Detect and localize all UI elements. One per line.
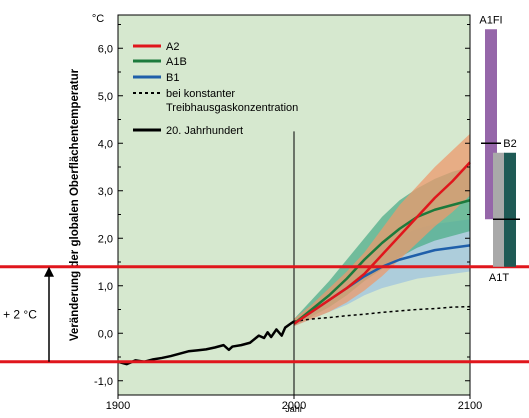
- two-degree-label: + 2 °C: [3, 307, 37, 321]
- scenario-label-a1t: A1T: [489, 272, 509, 284]
- line-a1b: [293, 199, 471, 325]
- band-a2: [294, 133, 470, 327]
- y-axis-label: Veränderung der globalen Oberflächentemp…: [69, 68, 81, 341]
- legend-label-constant: bei konstanter: [166, 88, 235, 100]
- legend-label-constant-2: Treibhausgaskonzentration: [166, 102, 298, 114]
- scenario-bar-a1t: [493, 152, 505, 267]
- legend-label-20th-century: 20. Jahrhundert: [166, 125, 243, 137]
- y-tick-label: 4,0: [98, 138, 113, 150]
- y-tick-label: 1,0: [98, 281, 113, 293]
- y-tick-label: -1,0: [94, 376, 113, 388]
- y-tick-label: 6,0: [98, 43, 113, 55]
- scenario-bar-b2: [504, 152, 516, 267]
- y-tick-label: 3,0: [98, 186, 113, 198]
- y-tick-label: 2,0: [98, 233, 113, 245]
- y-tick-label: 5,0: [98, 91, 113, 103]
- x-axis-label: Jahr: [285, 404, 303, 414]
- legend: A2 A1B B1 bei konstanter Treibhausgaskon…: [133, 41, 298, 137]
- y-axis-unit: °C: [92, 13, 104, 25]
- x-tick-label: 1900: [106, 400, 130, 412]
- y-tick-label: 0,0: [98, 328, 113, 340]
- scenario-label-b2: B2: [503, 138, 516, 150]
- line-20th-century: [117, 320, 295, 366]
- line-a2: [293, 161, 471, 325]
- legend-label-a2: A2: [166, 41, 179, 53]
- x-tick-label: 2000: [282, 400, 306, 412]
- two-degree-reference-lines: [0, 265, 529, 364]
- y-axis-ticks: -1,0 0,0 1,0 2,0 3,0 4,0 5,0 6,0: [94, 24, 470, 388]
- x-tick-label: 2100: [458, 400, 482, 412]
- arrow-head: [44, 266, 54, 277]
- legend-label-a1b: A1B: [166, 56, 187, 68]
- scenario-label-a1fi: A1FI: [479, 14, 502, 26]
- x-axis-ticks: 1900 2000 2100: [106, 395, 482, 412]
- legend-label-b1: B1: [166, 72, 179, 84]
- scenario-range-bars: A1FI B2 A1T: [479, 14, 520, 284]
- two-degree-arrow: + 2 °C: [3, 266, 54, 362]
